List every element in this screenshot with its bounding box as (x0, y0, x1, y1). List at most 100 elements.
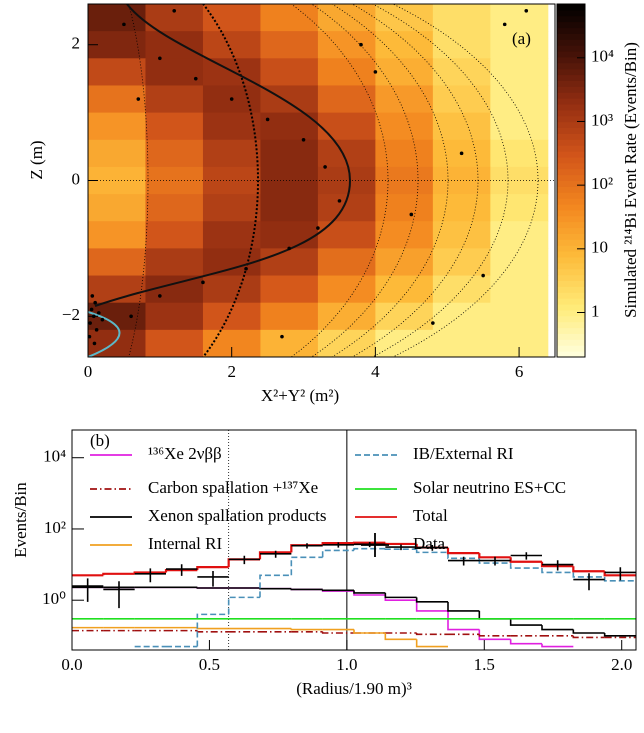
colorbar-segment (557, 92, 585, 99)
data-point (316, 226, 320, 230)
step-segment (446, 547, 480, 555)
step-segment (196, 565, 229, 571)
heatmap-cell (432, 4, 491, 32)
heatmap-cell (375, 329, 434, 357)
data-point (291, 543, 323, 549)
legend-label: Xenon spallation products (148, 506, 326, 525)
colorbar-tick-label: 10² (591, 174, 613, 193)
heatmap-cell (375, 4, 434, 32)
colorbar-segment (557, 168, 585, 176)
colorbar-segment (557, 15, 585, 23)
heatmap-cell (375, 85, 434, 114)
heatmap-cell (88, 85, 146, 114)
step-segment (290, 556, 323, 576)
data-point (90, 294, 95, 298)
data-point (301, 137, 306, 142)
data-point (409, 212, 414, 217)
step-segment (353, 547, 386, 551)
y-tick-label: 10⁴ (43, 447, 66, 466)
heatmap-cell (145, 302, 204, 331)
colorbar-segment (557, 251, 585, 258)
colorbar-segment (557, 333, 585, 340)
data-point (431, 321, 435, 325)
step-segment (321, 631, 354, 634)
colorbar-segment (557, 327, 585, 334)
colorbar-tick-label: 10 (591, 238, 608, 257)
legend-label: Total (413, 506, 448, 525)
legend-label: Carbon spallation +¹³⁷Xe (148, 478, 318, 497)
heatmap-cell (317, 4, 376, 32)
heatmap-cell (88, 58, 146, 86)
x-tick-label: 1.5 (474, 655, 495, 674)
heatmap-cell (490, 194, 549, 222)
heatmap-cell (260, 58, 319, 86)
legend-label: Internal RI (148, 534, 222, 553)
y-tick-label: 2 (72, 34, 81, 53)
heatmap-cell (432, 166, 491, 195)
heatmap-cell (490, 275, 549, 304)
heatmap-cell (202, 166, 261, 195)
step-segment (164, 569, 198, 573)
colorbar-segment (557, 315, 585, 323)
colorbar-segment (557, 51, 585, 58)
data-point (134, 568, 166, 583)
heatmap-cell (490, 31, 549, 59)
step-segment (572, 566, 605, 573)
colorbar-segment (557, 39, 585, 46)
heatmap (88, 4, 549, 357)
y-tick-label: 10⁰ (42, 589, 66, 608)
data-point (385, 544, 417, 551)
step-segment (478, 629, 511, 641)
heatmap-cell (317, 31, 376, 59)
colorbar-segment (557, 109, 585, 117)
data-point (229, 97, 234, 101)
step-segment (447, 552, 480, 560)
heatmap-cell (145, 139, 204, 168)
heatmap-cell (432, 31, 491, 59)
step-segment (353, 590, 386, 594)
data-point (323, 165, 327, 169)
legend-swatch (361, 533, 389, 557)
x-axis-title: X²+Y² (m²) (261, 386, 339, 405)
colorbar-segment (557, 262, 585, 270)
heatmap-cell (432, 302, 491, 331)
colorbar-segment (557, 104, 585, 111)
plot-area (72, 430, 636, 650)
heatmap-cell (145, 85, 204, 114)
heatmap-cell (145, 194, 204, 222)
heatmap-cell (202, 4, 261, 32)
colorbar-segment (557, 268, 585, 276)
data-point (94, 328, 99, 332)
data-point (244, 266, 248, 271)
heatmap-cell (432, 58, 491, 86)
colorbar-segment (557, 68, 585, 76)
step-segment (478, 553, 511, 559)
heatmap-cell (490, 58, 549, 86)
heatmap-cell (145, 248, 204, 277)
step-segment (572, 572, 605, 578)
step-segment (572, 629, 605, 634)
step-segment (321, 589, 354, 592)
contour-line (201, 4, 259, 357)
contours (88, 4, 555, 357)
data-point (93, 300, 97, 305)
colorbar-segment (557, 74, 585, 81)
step-segment (541, 643, 574, 648)
heatmap-cell (375, 275, 434, 304)
step-segment (572, 635, 605, 639)
heatmap-cell (432, 221, 491, 249)
heatmap-cell (260, 302, 319, 331)
heatmap-cell (260, 85, 319, 114)
cathode-curve (88, 311, 121, 357)
step-segment (478, 634, 511, 637)
colorbar-segment (557, 274, 585, 282)
colorbar-segment (557, 192, 585, 199)
legend-label: IB/External RI (413, 444, 514, 463)
heatmap-cell (202, 275, 261, 304)
data-point (359, 42, 363, 47)
heatmap-cell (145, 329, 204, 357)
data-point (287, 246, 291, 251)
heatmap-cell (375, 58, 434, 86)
heatmap-cell (432, 112, 491, 141)
step-segment (415, 600, 448, 612)
